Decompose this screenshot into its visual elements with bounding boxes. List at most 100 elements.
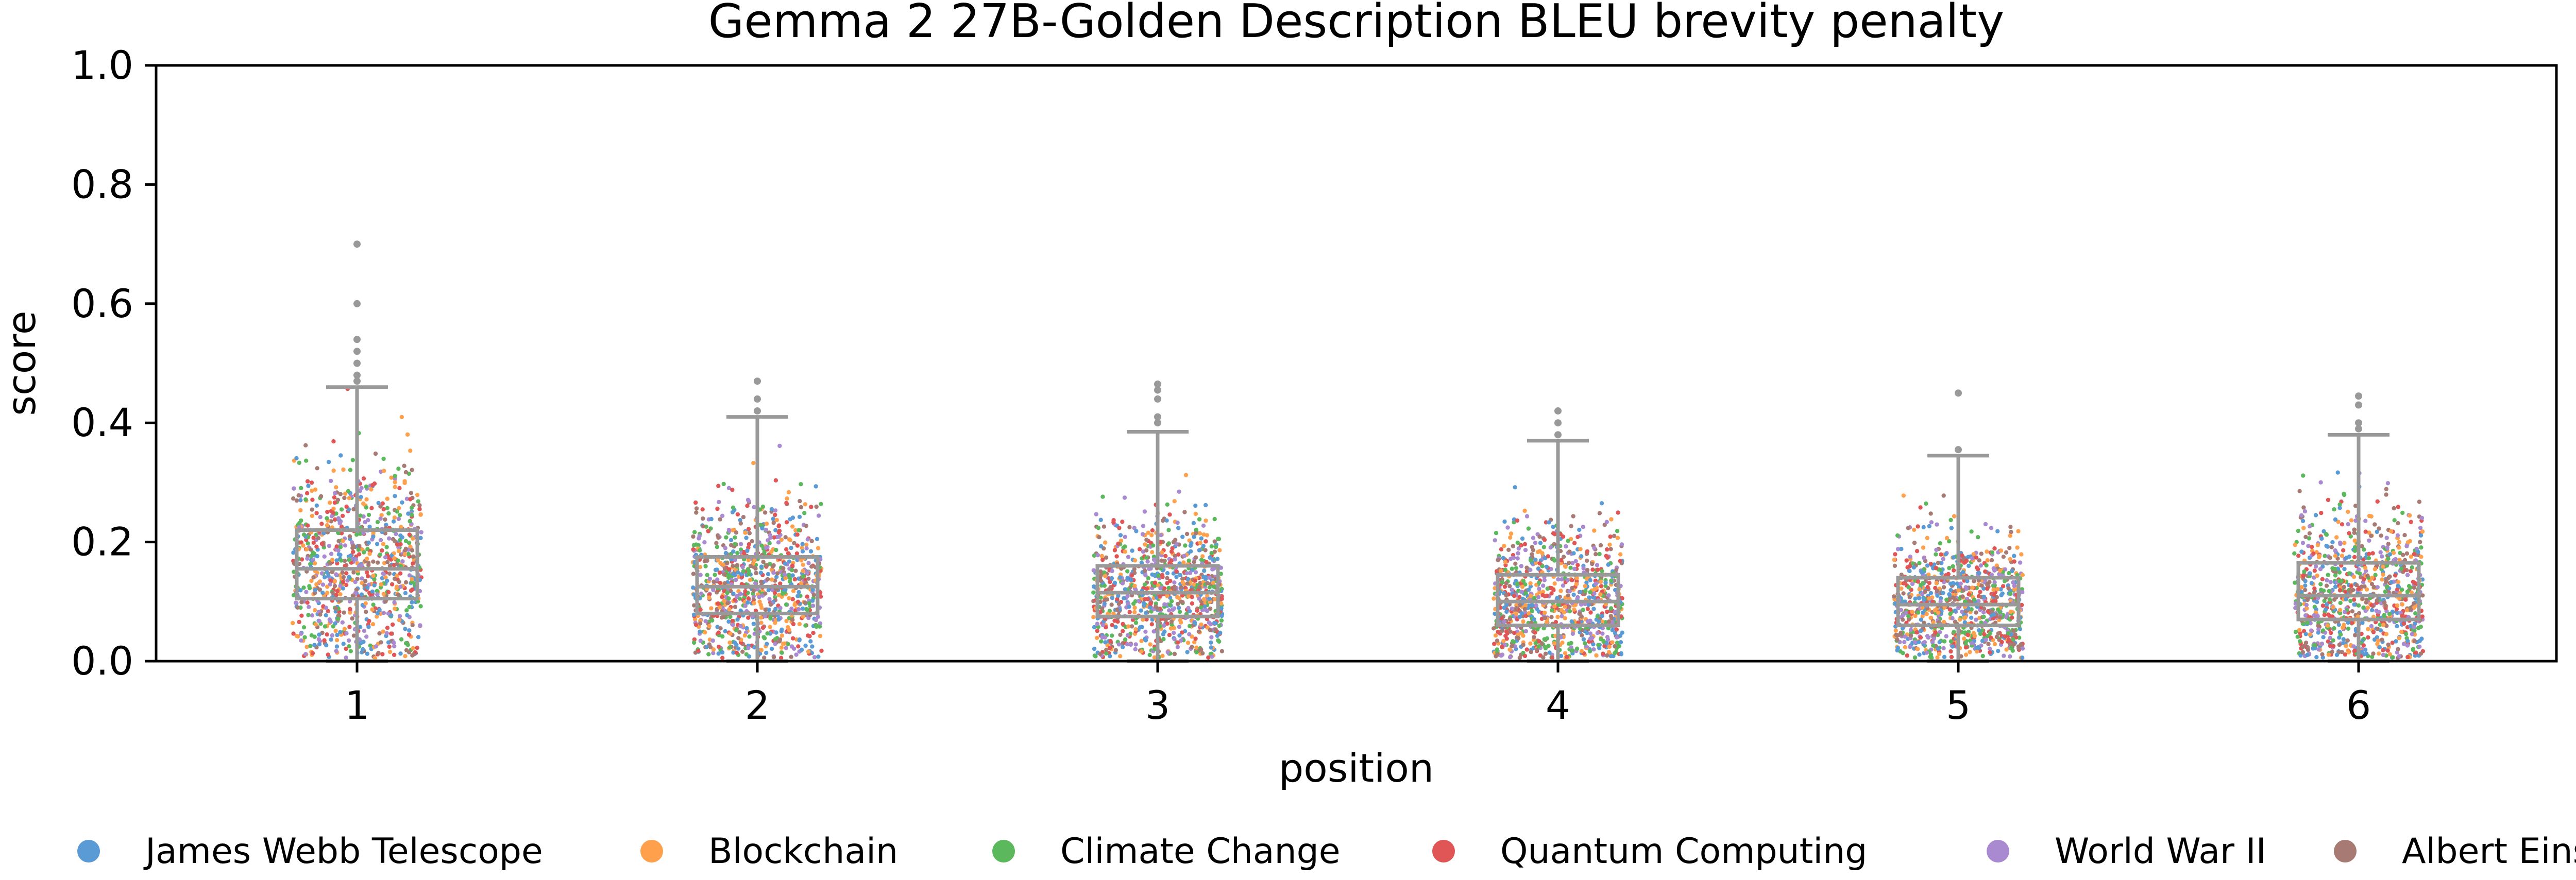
strip-point [1595, 631, 1600, 635]
strip-point [400, 559, 405, 564]
strip-point [1608, 606, 1614, 611]
strip-point [1508, 629, 1513, 634]
strip-point [366, 541, 371, 545]
strip-point [2298, 639, 2302, 644]
strip-point [351, 507, 356, 512]
strip-point [717, 570, 722, 575]
strip-point [316, 536, 320, 541]
strip-point [697, 533, 702, 539]
strip-point [2363, 608, 2368, 613]
strip-point [1612, 533, 1617, 539]
strip-point [2396, 505, 2400, 509]
strip-point [2324, 531, 2328, 537]
strip-point [1613, 644, 1617, 649]
strip-point [347, 496, 351, 501]
strip-point [1976, 535, 1980, 540]
strip-point [798, 498, 802, 504]
strip-point [1537, 586, 1541, 591]
strip-point [1925, 536, 1930, 541]
strip-point [1549, 566, 1553, 572]
strip-point [1121, 622, 1125, 627]
strip-point [1948, 517, 1953, 523]
strip-point [317, 618, 321, 624]
strip-point [800, 542, 805, 546]
strip-point [1147, 652, 1152, 658]
strip-point [1607, 542, 1612, 547]
strip-point [2334, 535, 2339, 540]
strip-point [726, 573, 731, 578]
strip-point [744, 652, 749, 657]
strip-point [371, 573, 376, 578]
strip-point [1126, 624, 1131, 629]
strip-point [2380, 577, 2384, 582]
strip-point [1563, 651, 1568, 655]
strip-point [1510, 644, 1514, 649]
strip-point [759, 564, 764, 569]
strip-point [2375, 585, 2380, 590]
strip-point [803, 502, 808, 507]
strip-point [693, 500, 698, 505]
strip-point [1570, 578, 1574, 582]
strip-point [783, 561, 788, 566]
strip-point [2017, 635, 2022, 640]
strip-point [816, 614, 821, 619]
strip-point [339, 531, 344, 536]
strip-point [334, 511, 338, 516]
strip-point [2008, 557, 2012, 562]
strip-point [2020, 602, 2024, 608]
strip-point [746, 596, 751, 601]
strip-point [1171, 540, 1176, 545]
strip-point [1536, 566, 1541, 571]
strip-point [1544, 564, 1549, 570]
strip-point [317, 579, 323, 584]
strip-point [751, 461, 756, 465]
strip-point [1219, 649, 1225, 653]
strip-point [1157, 594, 1162, 599]
strip-point [2312, 575, 2316, 580]
strip-point [338, 630, 343, 634]
strip-point [1205, 533, 1209, 538]
strip-point [410, 623, 415, 628]
strip-point [762, 655, 767, 660]
strip-point [2008, 533, 2012, 538]
strip-point [1585, 619, 1590, 624]
strip-point [310, 513, 315, 519]
strip-point [394, 531, 398, 537]
strip-point [1530, 609, 1534, 613]
strip-point [802, 511, 807, 515]
strip-point [1177, 489, 1181, 494]
strip-point [310, 507, 314, 512]
strip-point [353, 580, 358, 584]
strip-point [336, 516, 341, 521]
strip-point [333, 606, 338, 611]
strip-point [1172, 606, 1177, 611]
strip-point [306, 613, 311, 617]
strip-point [1100, 606, 1105, 611]
strip-point [1098, 544, 1104, 549]
strip-point [2004, 550, 2009, 555]
strip-point [773, 620, 777, 625]
strip-point [716, 484, 721, 488]
strip-point [733, 605, 738, 609]
strip-point [367, 618, 371, 624]
strip-point [1937, 640, 1942, 645]
strip-point [309, 480, 314, 485]
strip-point [307, 586, 312, 591]
strip-point [1194, 527, 1198, 532]
strip-point [805, 594, 809, 599]
strip-point [1528, 567, 1533, 573]
strip-point [784, 501, 789, 506]
strip-point [350, 458, 355, 462]
strip-point [767, 607, 771, 612]
strip-point [1979, 583, 1984, 588]
strip-point [342, 627, 347, 631]
strip-point [312, 561, 317, 566]
strip-point [1116, 601, 1121, 606]
strip-point [1541, 545, 1546, 549]
strip-point [776, 540, 781, 545]
strip-point [786, 642, 790, 647]
strip-point [1197, 548, 1201, 553]
strip-point [771, 521, 776, 525]
strip-point [2412, 606, 2416, 610]
strip-point [376, 650, 381, 655]
